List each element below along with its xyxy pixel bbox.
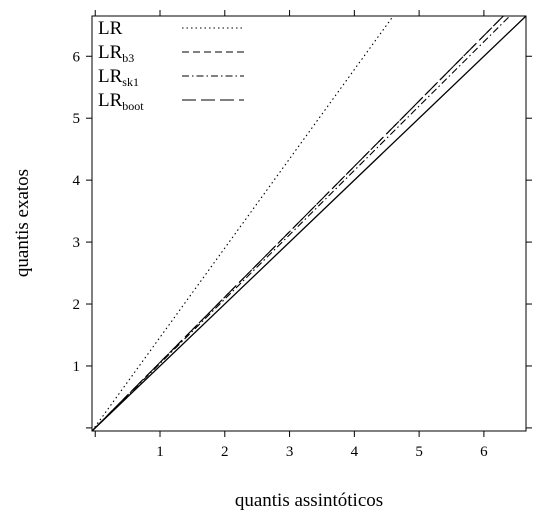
y-tick-label: 6 [73,49,81,65]
x-tick-label: 6 [480,444,488,460]
y-axis-label: quantis exatos [12,169,33,277]
legend-label-lrb3: LRb3 [98,42,134,65]
reference-line [91,15,527,432]
legend-label-lrboot: LRboot [98,90,144,113]
series-line-lrboot [91,15,504,432]
x-tick-label: 3 [286,444,294,460]
x-tick-label: 1 [156,444,164,460]
x-tick-label: 4 [351,444,359,460]
axis-ticks: 1 2 3 4 5 6 1 2 3 4 5 6 [73,10,532,460]
y-tick-label: 5 [73,111,81,127]
x-tick-label: 2 [221,444,229,460]
x-axis-label: quantis assintóticos [235,490,383,511]
y-tick-label: 3 [73,235,81,251]
y-tick-label: 2 [73,297,81,313]
x-tick-label: 5 [415,444,423,460]
plot-frame [91,15,527,432]
y-tick-label: 1 [73,359,81,375]
y-tick-label: 4 [73,173,81,189]
legend-label-lrsk1: LRsk1 [98,66,139,89]
series-line-lrsk1 [91,15,511,432]
series-lines [91,15,527,432]
legend-label-lr: LR [98,18,123,39]
